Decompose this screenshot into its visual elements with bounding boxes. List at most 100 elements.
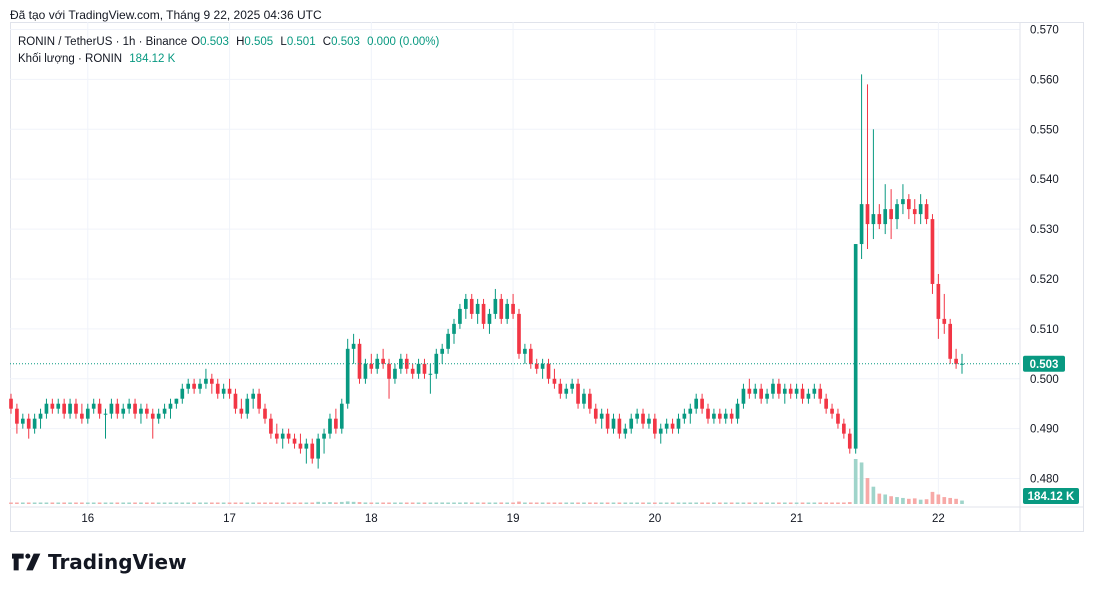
candle-body <box>469 298 474 314</box>
candle-body <box>658 428 663 434</box>
volume-bar <box>664 502 669 504</box>
candle-body <box>924 204 929 220</box>
volume-bar <box>44 502 49 504</box>
volume-bar <box>842 502 846 504</box>
x-tick-label: 22 <box>932 513 945 525</box>
volume-bar <box>552 502 557 504</box>
candle-body <box>936 283 941 319</box>
volume-bar <box>747 502 752 504</box>
candle-body <box>192 383 196 389</box>
volume-bar <box>56 502 61 504</box>
volume-bar <box>487 502 492 504</box>
candle-body <box>339 403 344 429</box>
volume-legend: Khối lượng · RONIN 184.12 K <box>18 53 179 65</box>
volume-bar <box>434 502 439 504</box>
volume-bar <box>239 502 244 504</box>
volume-bar <box>688 502 693 504</box>
volume-bar <box>292 502 297 504</box>
candle-body <box>245 398 250 414</box>
volume-bar <box>210 502 214 504</box>
volume-bar <box>463 502 468 504</box>
volume-bar <box>204 502 208 504</box>
candle-body <box>599 413 604 419</box>
candle-body <box>794 388 799 394</box>
tradingview-logo[interactable]: TradingView <box>12 550 187 574</box>
volume-bar <box>139 502 143 504</box>
candle-body <box>771 383 775 394</box>
candle-body <box>552 378 557 384</box>
volume-bar <box>735 502 740 504</box>
volume-bar <box>847 502 852 504</box>
volume-label[interactable]: Khối lượng · RONIN <box>18 53 123 65</box>
volume-bar <box>771 502 775 504</box>
volume-bar <box>670 502 675 504</box>
volume-bar <box>653 502 657 504</box>
volume-bar <box>97 502 102 504</box>
volume-bar <box>546 502 551 504</box>
candle-body <box>782 388 787 394</box>
candle-body <box>664 423 669 429</box>
volume-bar <box>706 502 710 504</box>
candle-body <box>487 313 492 324</box>
volume-bar <box>245 502 250 504</box>
candle-body <box>233 393 238 409</box>
candle-body <box>74 403 78 414</box>
candle-body <box>452 323 456 334</box>
symbol-title[interactable]: RONIN / TetherUS · 1h · Binance <box>18 36 188 48</box>
candle-body <box>505 303 510 319</box>
candle-body <box>32 418 37 429</box>
volume-bar <box>564 502 569 504</box>
last-volume-label: 184.12 K <box>1028 491 1075 503</box>
candle-body <box>422 363 427 374</box>
candle-body <box>623 428 628 434</box>
candle-body <box>723 413 728 419</box>
x-tick-label: 16 <box>81 513 94 525</box>
candle-body <box>688 408 693 414</box>
candle-body <box>765 393 769 399</box>
volume-bar <box>647 502 651 504</box>
candle-body <box>629 418 634 429</box>
candle-body <box>842 423 846 434</box>
volume-bar <box>410 502 415 504</box>
candle-body <box>334 418 338 429</box>
volume-bar <box>215 502 220 504</box>
volume-bar <box>286 502 291 504</box>
volume-bar <box>251 502 256 504</box>
candle-body <box>759 388 763 399</box>
volume-bar <box>38 502 43 504</box>
volume-bar <box>517 501 521 504</box>
open-key: O <box>191 36 201 48</box>
volume-bar <box>936 494 941 504</box>
candle-body <box>747 388 752 394</box>
y-tick-label: 0.510 <box>1030 324 1059 336</box>
volume-bar <box>605 502 610 504</box>
candle-body <box>889 209 893 220</box>
volume-bar <box>115 502 120 504</box>
volume-bar <box>298 502 303 504</box>
volume-bar <box>617 502 622 504</box>
candle-body <box>80 413 84 419</box>
volume-bar <box>505 502 510 504</box>
volume-value: 184.12 K <box>129 53 176 65</box>
volume-bar <box>133 502 137 504</box>
volume-bar <box>263 502 267 504</box>
volume-bar <box>694 502 699 504</box>
candle-body <box>481 303 486 324</box>
candle-body <box>475 303 480 314</box>
candle-body <box>180 388 185 399</box>
candle-body <box>511 303 515 314</box>
candle-body <box>753 388 758 394</box>
volume-bar <box>422 502 427 504</box>
candle-body <box>812 388 817 394</box>
candle-body <box>948 323 953 359</box>
volume-bar <box>759 502 763 504</box>
candle-body <box>859 204 864 245</box>
candle-body <box>269 418 273 434</box>
candle-body <box>292 438 297 444</box>
y-tick-label: 0.500 <box>1030 374 1059 386</box>
volume-bar <box>62 502 66 504</box>
x-tick-label: 17 <box>223 513 236 525</box>
volume-bar <box>806 502 811 504</box>
chart-frame[interactable] <box>10 22 1084 532</box>
